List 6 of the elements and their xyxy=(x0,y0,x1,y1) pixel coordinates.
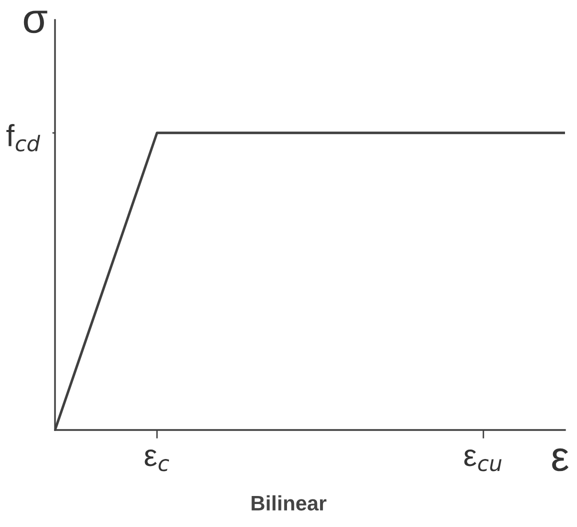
x-axis-title: ε xyxy=(552,448,568,472)
text: Bilinear xyxy=(252,495,326,511)
text: f$_{cd}$ xyxy=(6,124,40,152)
x-tick-label: ε$_{cu}$ xyxy=(464,450,502,472)
y-axis-title: σ xyxy=(24,10,48,34)
x-tick-label: ε$_{c}$ xyxy=(144,450,170,472)
